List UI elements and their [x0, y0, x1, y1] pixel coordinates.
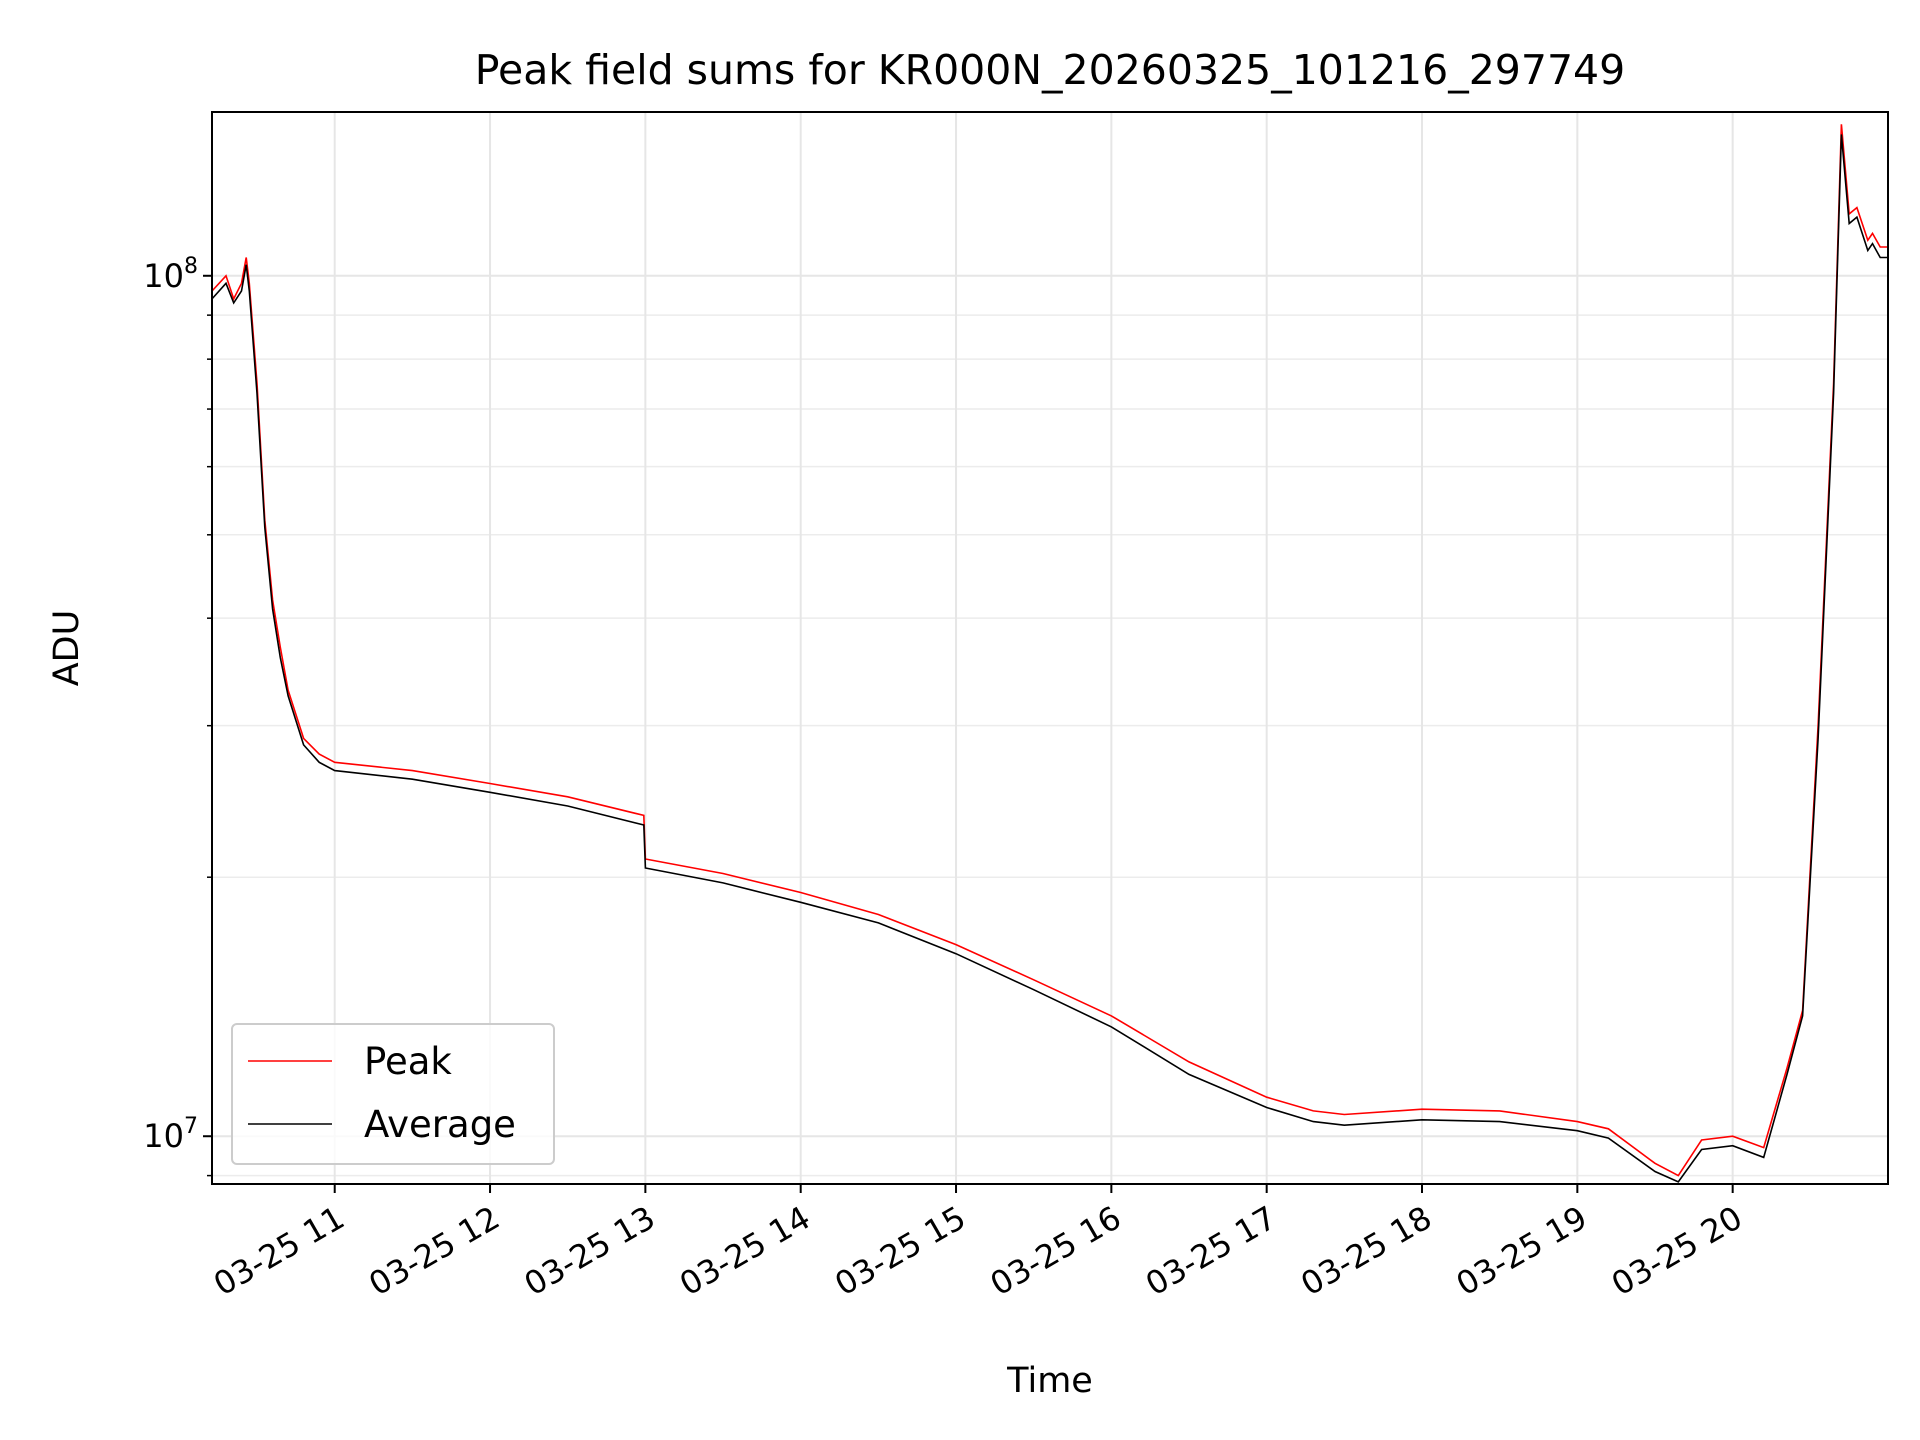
grid [212, 112, 1888, 1184]
y-tick-exponent: 7 [184, 1114, 198, 1139]
y-tick-base: 10 [143, 1117, 184, 1155]
y-tick-base: 10 [143, 257, 184, 295]
legend-label-average: Average [364, 1103, 516, 1146]
y-tick-label: 108 [143, 254, 198, 295]
plot-area-frame [211, 111, 1889, 1185]
series-line-average [211, 134, 1888, 1183]
y-axis-label: ADU [47, 610, 87, 687]
chart-title: Peak field sums for KR000N_20260325_1012… [475, 46, 1625, 94]
legend: Peak Average [231, 1023, 555, 1165]
legend-label-peak: Peak [364, 1040, 452, 1083]
y-tick-label: 107 [143, 1114, 198, 1155]
y-tick-exponent: 8 [184, 254, 198, 279]
series-layer [211, 124, 1888, 1183]
legend-box [231, 1023, 555, 1165]
x-axis-label: Time [1006, 1361, 1093, 1401]
